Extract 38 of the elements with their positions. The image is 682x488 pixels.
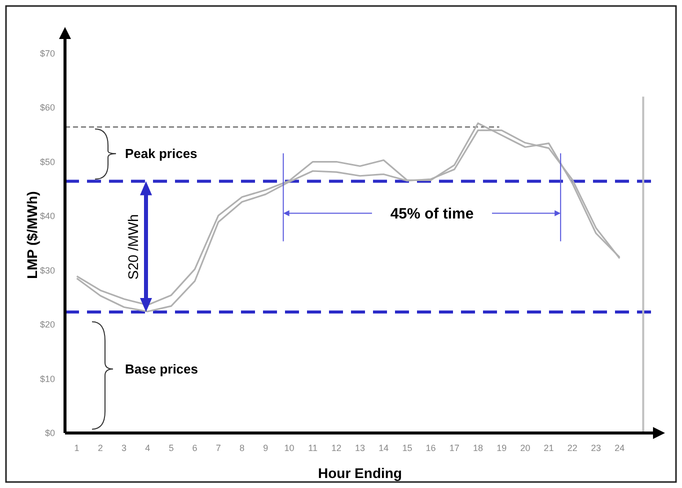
y-tick-label: $40 xyxy=(40,211,55,222)
x-tick-label: 11 xyxy=(308,443,318,453)
x-tick-label: 21 xyxy=(544,443,554,453)
x-tick-label: 16 xyxy=(426,443,436,453)
y-tick-label: $60 xyxy=(40,102,55,113)
y-tick-label: $70 xyxy=(40,48,55,58)
x-tick-label: 10 xyxy=(284,443,294,453)
x-axis-title: Hour Ending xyxy=(318,465,402,481)
y-tick-label: $0 xyxy=(44,428,55,438)
x-tick-label: 22 xyxy=(567,443,578,453)
x-tick-label: 19 xyxy=(496,443,507,453)
x-tick-label: 18 xyxy=(472,443,484,453)
annotation: 45% of time xyxy=(390,206,474,223)
x-tick-label: 8 xyxy=(239,443,245,453)
y-tick-label: $20 xyxy=(40,320,55,330)
x-tick-label: 1 xyxy=(74,443,80,453)
x-tick-label: 3 xyxy=(121,443,127,453)
annotation: S20 /MWh xyxy=(124,214,141,280)
x-tick-label: 5 xyxy=(168,443,174,453)
y-axis-title: LMP ($/MWh) xyxy=(24,191,40,279)
x-tick-label: 15 xyxy=(402,443,412,453)
x-tick-label: 23 xyxy=(590,443,602,453)
x-tick-label: 20 xyxy=(520,443,530,453)
y-tick-label: $10 xyxy=(40,374,55,384)
x-tick-label: 2 xyxy=(98,443,103,453)
x-tick-label: 7 xyxy=(216,443,221,453)
x-tick-label: 24 xyxy=(614,443,625,453)
y-tick-label: $30 xyxy=(40,265,55,276)
annotation: Base prices xyxy=(125,362,198,377)
x-tick-label: 4 xyxy=(145,443,150,453)
x-tick-label: 14 xyxy=(378,443,389,453)
x-tick-label: 13 xyxy=(354,443,366,453)
annotation: Peak prices xyxy=(125,146,198,162)
x-tick-label: 17 xyxy=(449,443,460,453)
x-tick-label: 12 xyxy=(331,443,342,453)
x-tick-label: 9 xyxy=(263,443,268,453)
x-tick-label: 6 xyxy=(192,443,198,453)
y-tick-label: $50 xyxy=(40,156,55,167)
